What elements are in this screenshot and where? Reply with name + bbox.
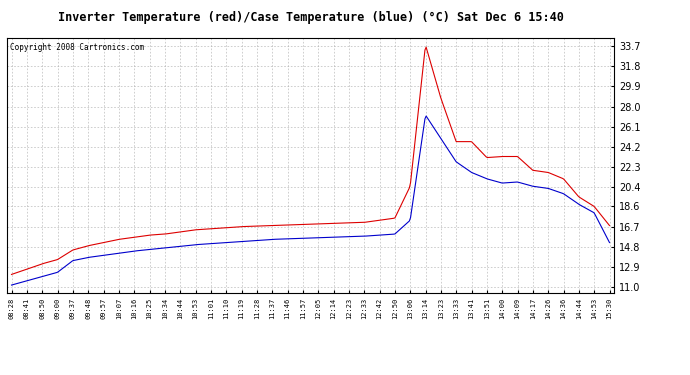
Text: Copyright 2008 Cartronics.com: Copyright 2008 Cartronics.com	[10, 43, 144, 52]
Text: Inverter Temperature (red)/Case Temperature (blue) (°C) Sat Dec 6 15:40: Inverter Temperature (red)/Case Temperat…	[57, 11, 564, 24]
